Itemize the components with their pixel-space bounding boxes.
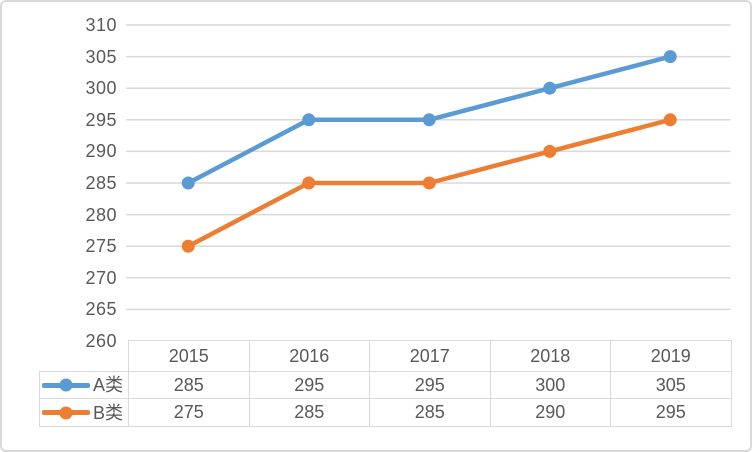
y-axis-tick-label: 285	[85, 173, 117, 193]
value-cell: 290	[489, 398, 611, 427]
legend-key-cell: B类	[39, 398, 129, 427]
y-axis-tick-label: 275	[85, 236, 117, 257]
category-header-cell: 2015	[128, 340, 250, 372]
legend-key-cell: A类	[39, 371, 129, 399]
y-axis-tick-label: 260	[85, 331, 117, 351]
series-name-label: B类	[93, 402, 124, 423]
data-point-marker	[181, 239, 195, 253]
value-cell: 295	[369, 371, 491, 399]
data-point-marker	[302, 113, 316, 127]
y-axis-tick-label: 305	[85, 46, 117, 67]
value-cell: 285	[248, 398, 370, 427]
y-axis-tick-label: 310	[85, 15, 117, 35]
data-point-marker	[543, 81, 557, 95]
y-axis-tick-label: 290	[85, 141, 117, 162]
chart-data-table: 2015 2016 2017 2018 2019 A类 285 295 295 300 305 B类 2…	[39, 340, 732, 427]
data-point-marker	[422, 113, 436, 127]
table-series-row: B类 275 285 285 290 295	[39, 398, 732, 427]
category-header-cell: 2019	[610, 340, 732, 372]
table-series-row: A类 285 295 295 300 305	[39, 371, 732, 399]
table-corner-blank	[40, 341, 129, 372]
value-cell: 275	[128, 398, 250, 427]
legend-line-marker-icon	[42, 406, 90, 419]
y-axis-tick-label: 300	[85, 78, 117, 99]
value-cell: 285	[128, 371, 250, 399]
data-point-marker	[663, 50, 677, 64]
data-point-marker	[302, 176, 316, 190]
y-axis-tick-label: 265	[85, 299, 117, 320]
value-cell: 300	[489, 371, 611, 399]
value-cell: 295	[248, 371, 370, 399]
table-header-row: 2015 2016 2017 2018 2019	[40, 340, 732, 372]
y-axis-tick-label: 280	[85, 204, 117, 225]
value-cell: 305	[610, 371, 732, 399]
value-cell: 285	[369, 398, 491, 427]
value-cell: 295	[610, 398, 732, 427]
legend-line-marker-icon	[42, 378, 90, 392]
data-point-marker	[663, 113, 677, 127]
y-axis-tick-label: 295	[85, 109, 117, 130]
category-header-cell: 2016	[248, 340, 370, 372]
data-point-marker	[422, 176, 436, 190]
category-header-cell: 2017	[369, 340, 491, 372]
series-name-label: A类	[93, 375, 124, 395]
data-point-marker	[543, 144, 557, 158]
data-point-marker	[181, 176, 195, 190]
category-header-cell: 2018	[489, 340, 611, 372]
y-axis-tick-label: 270	[85, 267, 117, 288]
